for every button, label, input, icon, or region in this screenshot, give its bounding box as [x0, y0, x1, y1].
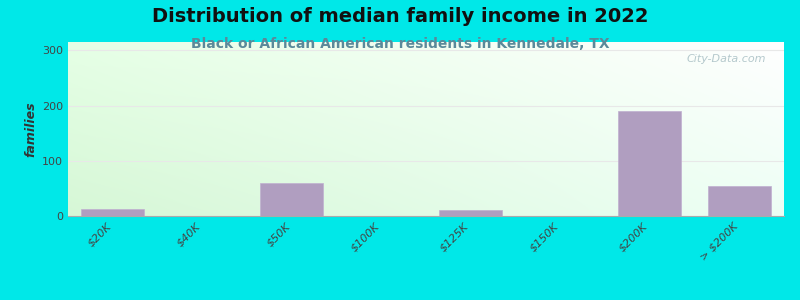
- Text: City-Data.com: City-Data.com: [686, 54, 766, 64]
- Bar: [261, 183, 323, 216]
- Bar: [439, 211, 502, 216]
- Bar: [618, 111, 681, 216]
- Bar: [708, 186, 770, 216]
- Y-axis label: families: families: [25, 101, 38, 157]
- Text: Black or African American residents in Kennedale, TX: Black or African American residents in K…: [190, 38, 610, 52]
- Text: Distribution of median family income in 2022: Distribution of median family income in …: [152, 8, 648, 26]
- Bar: [82, 209, 144, 216]
